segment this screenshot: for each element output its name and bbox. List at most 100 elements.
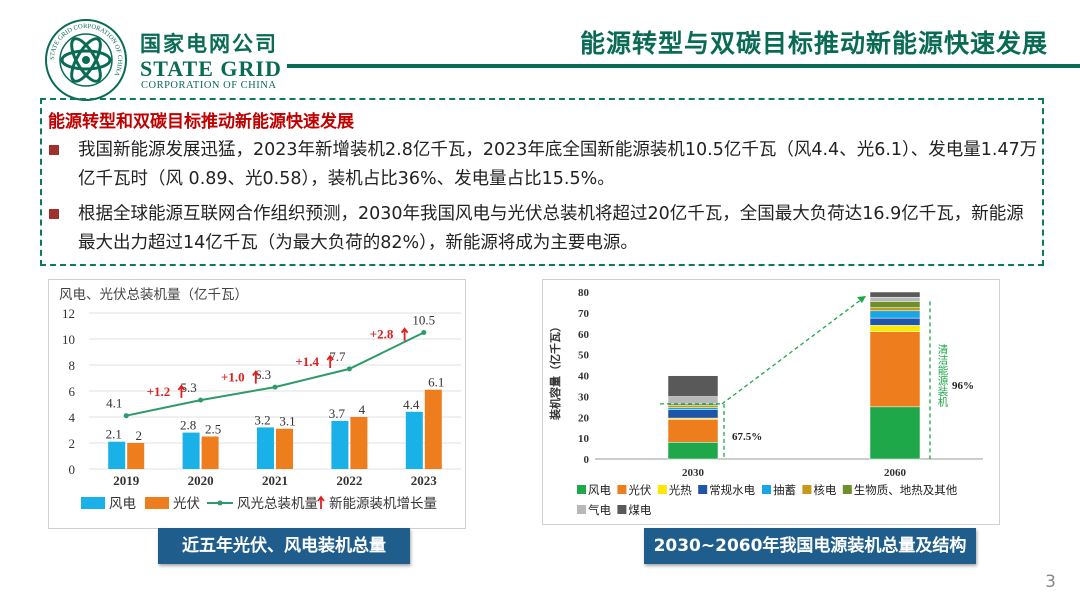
chart1-bar-pv xyxy=(201,436,219,469)
chart2-ytick-label: 20 xyxy=(578,412,590,424)
chart2-legend-label: 光热 xyxy=(669,483,692,497)
chart1-ytick-label: 6 xyxy=(69,384,76,399)
chart1-legend-swatch-dot xyxy=(217,500,223,506)
chart1-legend-swatch-wind xyxy=(81,497,105,509)
chart2-share-2060: 96% xyxy=(952,380,974,392)
chart2-legend-swatch xyxy=(657,485,667,494)
chart2-legend-swatch xyxy=(802,485,812,494)
chart1-xtick-label: 2019 xyxy=(113,473,140,488)
chart2-xtick-label: 2030 xyxy=(682,467,705,479)
chart2-clean-label: 清洁能源装机 xyxy=(937,343,948,408)
chart1-total-point xyxy=(198,397,204,403)
chart2-legend-swatch xyxy=(698,485,708,494)
chart1-increment-label: +2.8 xyxy=(370,327,394,342)
chart1-bar-pv xyxy=(127,443,145,469)
page-number: 3 xyxy=(1045,572,1056,592)
chart2-legend-swatch xyxy=(842,485,852,494)
chart1-label-pv: 2 xyxy=(135,428,142,443)
chart1-total-point xyxy=(272,384,278,390)
chart2-bar-segment xyxy=(667,409,719,419)
chart1-bar-wind xyxy=(257,427,274,469)
chart2-bar-segment xyxy=(869,406,921,460)
chart1-total-point xyxy=(123,413,129,419)
chart1-ytick-label: 10 xyxy=(62,332,75,347)
chart2-bar-segment xyxy=(869,301,921,308)
chart2-bar-segment xyxy=(869,331,921,408)
state-grid-logo: STATE GRID CORPORATION OF CHINA xyxy=(45,19,127,101)
chart1-ytick-label: 0 xyxy=(69,462,76,477)
chart1-label-wind: 3.7 xyxy=(329,406,346,421)
chart1-ytick-label: 12 xyxy=(62,306,75,321)
chart2-ytick-label: 50 xyxy=(578,350,590,362)
chart1-legend-swatch-pv xyxy=(145,497,169,509)
summary-bullet-2: 根据全球能源互联网合作组织预测，2030年我国风电与光伏总装机将超过20亿千瓦，… xyxy=(78,204,1024,253)
chart1-increment-label: +1.0 xyxy=(221,370,245,385)
chart2-bar-segment xyxy=(869,325,921,332)
chart1-label-pv: 6.1 xyxy=(428,375,444,390)
chart2-legend-swatch xyxy=(577,505,586,514)
chart2-legend-label: 风电 xyxy=(588,484,611,497)
chart1-legend-wind: 风电 xyxy=(109,496,136,511)
chart1-label-wind: 2.1 xyxy=(106,427,122,442)
chart2-bar-segment xyxy=(667,442,719,460)
chart1-bar-pv xyxy=(350,417,368,469)
chart2-ytick-label: 0 xyxy=(584,454,590,466)
chart1-increment-label: +1.2 xyxy=(147,384,171,399)
chart2-legend-label: 光伏 xyxy=(628,483,651,497)
chart1-total-label: 4.1 xyxy=(106,396,122,411)
chart1-total-point xyxy=(421,330,427,335)
summary-heading: 能源转型和双碳目标推动新能源快速发展 xyxy=(48,112,354,132)
chart1-ytick-label: 8 xyxy=(69,358,76,373)
chart1-increment-arrow xyxy=(400,327,409,341)
bullet-marker xyxy=(49,209,59,219)
chart1-bar-wind xyxy=(405,411,423,469)
chart1-xtick-label: 2021 xyxy=(262,473,288,488)
slide-title: 能源转型与双碳目标推动新能源快速发展 xyxy=(579,29,1048,58)
chart2-legend-label: 气电 xyxy=(588,503,611,517)
chart2-ytick-label: 60 xyxy=(578,329,590,341)
chart1-title: 风电、光伏总装机量（亿千瓦） xyxy=(59,287,248,302)
chart2-bar-segment xyxy=(667,375,719,397)
chart2-caption: 2030~2060年我国电源装机总量及结构 xyxy=(644,528,976,564)
chart1-ytick-label: 2 xyxy=(69,436,76,451)
chart2-bar-segment xyxy=(869,307,921,312)
chart1-legend-increment: 新能源装机增长量 xyxy=(329,496,437,511)
chart1-increment-arrow xyxy=(326,354,334,368)
chart2-ytick-label: 70 xyxy=(578,308,590,320)
chart1-total-point xyxy=(346,366,352,372)
chart2-legend-label: 核电 xyxy=(813,483,836,497)
chart1-label-pv: 4 xyxy=(359,402,366,417)
chart1-legend-line: 风光总装机量 xyxy=(237,496,318,511)
chart1-label-pv: 3.1 xyxy=(279,414,295,429)
chart1-xtick-label: 2023 xyxy=(411,473,438,488)
chart1-total-label: 6.3 xyxy=(255,367,271,382)
chart2-legend-label: 常规水电 xyxy=(709,483,755,497)
chart1-label-pv: 2.5 xyxy=(205,422,221,437)
chart1-increment-label: +1.4 xyxy=(295,354,319,369)
chart2-bar-segment xyxy=(667,407,719,410)
chart2-bar-segment xyxy=(869,296,921,302)
chart1-total-label: 7.7 xyxy=(329,349,346,364)
chart2-bar-segment xyxy=(869,291,921,298)
chart2-legend-swatch xyxy=(762,485,771,494)
summary-bullet-1: 我国新能源发展迅猛，2023年新增装机2.8亿千瓦，2023年底全国新能源装机1… xyxy=(78,140,1038,189)
chart2-legend-swatch xyxy=(617,505,627,514)
bullet-marker xyxy=(49,145,59,155)
chart1-bar-wind xyxy=(182,432,200,469)
chart1-label-wind: 2.8 xyxy=(180,418,196,433)
chart2-ytick-label: 30 xyxy=(578,391,590,403)
chart1-legend-pv: 光伏 xyxy=(173,496,200,511)
chart1-increment-arrow xyxy=(177,384,186,398)
chart2-legend-label: 抽蓄 xyxy=(773,483,796,497)
header-divider xyxy=(287,64,1080,68)
chart2-bar-segment xyxy=(667,396,719,405)
summary-box xyxy=(40,98,1044,266)
chart1-total-label: 10.5 xyxy=(412,313,435,328)
chart2-ytick-label: 80 xyxy=(578,287,590,299)
chart2-xtick-label: 2060 xyxy=(884,467,907,479)
chart1-bar-pv xyxy=(276,428,293,469)
chart2-ylabel: 装机容量（亿千瓦） xyxy=(548,321,562,421)
chart2-ytick-label: 40 xyxy=(578,371,590,383)
chart2-share-2030: 67.5% xyxy=(732,431,762,443)
